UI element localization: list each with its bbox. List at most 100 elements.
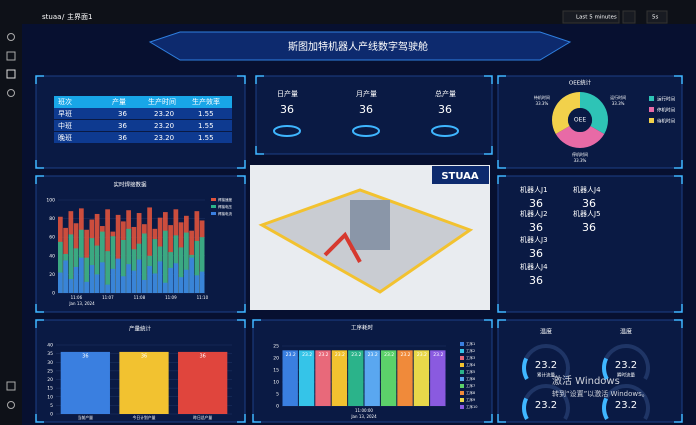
robot-label: 机器人J2 <box>520 209 548 218</box>
x-tick-label: 11:09 <box>165 295 177 300</box>
bar <box>115 258 121 293</box>
panel-corner <box>252 319 493 423</box>
bar <box>194 240 200 293</box>
y-tick-label: 10 <box>47 394 53 400</box>
bar <box>199 271 205 293</box>
table-cell: 36 <box>118 110 127 118</box>
robot-label: 机器人J1 <box>520 185 548 194</box>
stat-label: 月产量 <box>356 89 377 98</box>
bar <box>84 281 89 293</box>
robot-value: 36 <box>529 221 543 234</box>
refresh-picker[interactable] <box>646 10 668 24</box>
legend-label: 工序1 <box>466 341 475 346</box>
panel-corner <box>255 75 493 155</box>
starred-icon[interactable] <box>6 51 16 61</box>
pie-slice <box>580 92 609 134</box>
gauge-title: 温度 <box>540 328 552 336</box>
dashboards-icon[interactable] <box>6 69 16 79</box>
gauge-label: 瞬时流量 <box>617 372 635 379</box>
stat-value: 36 <box>359 103 373 116</box>
time-picker[interactable] <box>562 10 620 24</box>
y-tick-label: 10 <box>273 380 279 386</box>
robot-label: 机器人J3 <box>520 235 548 244</box>
x-tick-label: 今日计划产量 <box>133 415 156 420</box>
gauge-value-label: 23.2 <box>535 360 557 371</box>
table-header: 生产效率 <box>192 97 220 106</box>
y-tick-label: 100 <box>46 198 55 204</box>
search-icon[interactable] <box>7 33 15 41</box>
table-row-bg <box>54 132 232 143</box>
y-tick-label: 80 <box>49 216 55 222</box>
legend-label: 工序5 <box>466 369 475 374</box>
gauge-label: 累计流量 <box>537 372 555 379</box>
legend-swatch <box>649 107 654 112</box>
bar <box>184 232 189 293</box>
panel <box>497 175 683 313</box>
y-tick-label: 20 <box>47 377 53 383</box>
stat-icon <box>352 125 380 137</box>
y-tick-label: 40 <box>49 253 55 259</box>
breadcrumb-folder[interactable]: stuaa <box>42 13 61 21</box>
x-subtitle: Jan 13, 2024 <box>350 414 377 419</box>
pie-slice <box>555 126 605 149</box>
panel-corner <box>497 175 683 313</box>
alerts-icon[interactable] <box>7 89 15 97</box>
bar-value-label: 23.2 <box>286 352 296 358</box>
table-cell: 1.55 <box>198 134 214 142</box>
robot-cell <box>350 200 390 250</box>
stat-label: 总产量 <box>435 89 456 98</box>
legend-label: 工序3 <box>466 355 475 360</box>
bar-value-label: 23.2 <box>433 352 443 358</box>
stat-label: 日产量 <box>277 89 298 98</box>
legend-swatch <box>460 363 464 367</box>
table-cell: 36 <box>118 122 127 130</box>
chart-title: 产量统计 <box>129 325 152 333</box>
x-subtitle: Jan 13, 2024 <box>68 301 95 306</box>
panel-corner <box>35 319 246 423</box>
stat-icon <box>431 125 459 137</box>
watermark-text: 转到“设置”以激活 Windows。 <box>552 389 649 398</box>
zoom-button[interactable] <box>622 10 636 24</box>
bar <box>348 350 364 406</box>
table-cell: 晚班 <box>58 133 72 142</box>
table-cell: 1.55 <box>198 122 214 130</box>
help-icon[interactable] <box>7 401 15 409</box>
bar <box>94 274 100 293</box>
gauge-value <box>602 357 609 380</box>
pie-center-label: OEE <box>574 117 587 124</box>
gauge-value-label: 23.2 <box>615 400 637 411</box>
robot-label: 机器人J5 <box>573 209 601 218</box>
panel-corner <box>497 75 683 169</box>
robot-arm <box>323 231 362 263</box>
bar <box>84 257 89 293</box>
pie-category: 停机时间 <box>572 151 588 157</box>
y-tick-label: 15 <box>273 368 279 374</box>
time-range: Last 5 minutes <box>576 15 617 21</box>
table-header-bg <box>54 96 232 108</box>
bar <box>68 234 74 293</box>
stat-icon <box>273 125 301 137</box>
signin-icon[interactable] <box>6 381 16 391</box>
gauge-value <box>522 397 529 420</box>
bar <box>119 351 169 414</box>
bar <box>189 257 194 293</box>
gauge-value-label: 23.2 <box>615 360 637 371</box>
legend-swatch <box>211 198 216 201</box>
bar <box>131 270 137 293</box>
x-tick-label: 11:06 <box>71 295 83 300</box>
bar <box>380 350 397 406</box>
x-tick-label: 当前产量 <box>78 415 93 420</box>
stat-value: 36 <box>438 103 452 116</box>
legend-swatch <box>460 377 464 381</box>
legend-label: 工序7 <box>466 383 475 388</box>
robot-value: 36 <box>582 197 596 210</box>
legend-swatch <box>649 118 654 123</box>
x-tick-label: 11:07 <box>102 295 114 300</box>
legend-label: 工序9 <box>466 397 475 402</box>
bar-value-label: 36 <box>141 353 147 359</box>
breadcrumb-dashboard[interactable]: 主界面1 <box>67 12 92 21</box>
x-tick-label: 昨日总产量 <box>193 415 212 420</box>
breadcrumb-sep: / <box>62 13 65 21</box>
y-tick-label: 15 <box>47 386 53 392</box>
